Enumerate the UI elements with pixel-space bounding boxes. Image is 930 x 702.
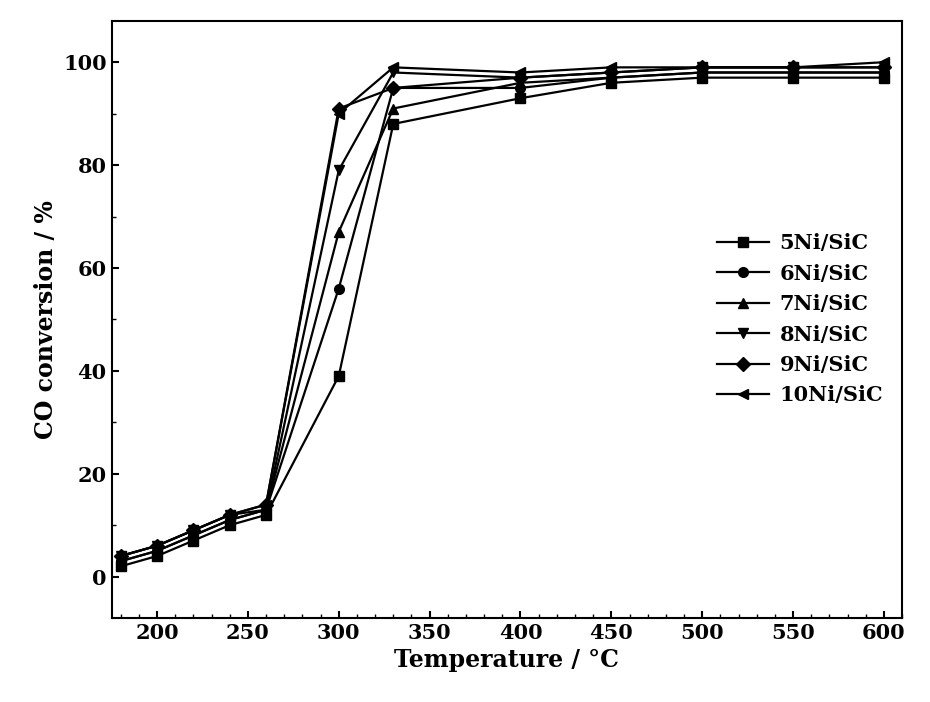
6Ni/SiC (152, 547, 163, 555)
6Ni/SiC (605, 74, 617, 82)
5Ni/SiC (697, 74, 708, 82)
5Ni/SiC (878, 74, 889, 82)
Line: 6Ni/SiC: 6Ni/SiC (116, 67, 889, 566)
7Ni/SiC (878, 68, 889, 77)
6Ni/SiC (515, 84, 526, 92)
7Ni/SiC (515, 79, 526, 87)
5Ni/SiC (388, 120, 399, 128)
6Ni/SiC (697, 68, 708, 77)
8Ni/SiC (697, 63, 708, 72)
Line: 5Ni/SiC: 5Ni/SiC (116, 73, 889, 571)
8Ni/SiC (788, 63, 799, 72)
9Ni/SiC (878, 63, 889, 72)
9Ni/SiC (515, 74, 526, 82)
8Ni/SiC (115, 552, 126, 560)
5Ni/SiC (115, 562, 126, 571)
9Ni/SiC (260, 501, 272, 509)
5Ni/SiC (788, 74, 799, 82)
5Ni/SiC (515, 94, 526, 102)
Y-axis label: CO conversion / %: CO conversion / % (33, 200, 58, 439)
Line: 7Ni/SiC: 7Ni/SiC (116, 67, 889, 566)
10Ni/SiC (605, 63, 617, 72)
Line: 9Ni/SiC: 9Ni/SiC (116, 62, 889, 561)
10Ni/SiC (515, 68, 526, 77)
5Ni/SiC (333, 372, 344, 380)
7Ni/SiC (605, 74, 617, 82)
9Ni/SiC (333, 105, 344, 113)
7Ni/SiC (224, 516, 235, 524)
6Ni/SiC (224, 516, 235, 524)
8Ni/SiC (878, 63, 889, 72)
10Ni/SiC (260, 501, 272, 509)
8Ni/SiC (188, 526, 199, 534)
8Ni/SiC (515, 74, 526, 82)
6Ni/SiC (188, 531, 199, 540)
9Ni/SiC (605, 68, 617, 77)
7Ni/SiC (697, 68, 708, 77)
10Ni/SiC (152, 541, 163, 550)
Legend: 5Ni/SiC, 6Ni/SiC, 7Ni/SiC, 8Ni/SiC, 9Ni/SiC, 10Ni/SiC: 5Ni/SiC, 6Ni/SiC, 7Ni/SiC, 8Ni/SiC, 9Ni/… (709, 225, 892, 413)
6Ni/SiC (388, 84, 399, 92)
8Ni/SiC (333, 166, 344, 175)
9Ni/SiC (224, 510, 235, 519)
7Ni/SiC (333, 227, 344, 236)
6Ni/SiC (260, 505, 272, 514)
8Ni/SiC (388, 68, 399, 77)
10Ni/SiC (788, 63, 799, 72)
8Ni/SiC (605, 68, 617, 77)
9Ni/SiC (788, 63, 799, 72)
7Ni/SiC (788, 68, 799, 77)
10Ni/SiC (388, 63, 399, 72)
10Ni/SiC (697, 63, 708, 72)
9Ni/SiC (152, 541, 163, 550)
5Ni/SiC (260, 510, 272, 519)
8Ni/SiC (260, 505, 272, 514)
10Ni/SiC (878, 58, 889, 67)
Line: 8Ni/SiC: 8Ni/SiC (116, 62, 889, 561)
8Ni/SiC (152, 541, 163, 550)
6Ni/SiC (333, 284, 344, 293)
6Ni/SiC (115, 557, 126, 565)
6Ni/SiC (788, 68, 799, 77)
5Ni/SiC (224, 521, 235, 529)
6Ni/SiC (878, 68, 889, 77)
7Ni/SiC (115, 557, 126, 565)
9Ni/SiC (697, 63, 708, 72)
8Ni/SiC (224, 510, 235, 519)
5Ni/SiC (605, 79, 617, 87)
10Ni/SiC (115, 552, 126, 560)
9Ni/SiC (188, 526, 199, 534)
X-axis label: Temperature / °C: Temperature / °C (394, 648, 619, 673)
5Ni/SiC (188, 536, 199, 545)
7Ni/SiC (388, 105, 399, 113)
7Ni/SiC (188, 531, 199, 540)
9Ni/SiC (115, 552, 126, 560)
5Ni/SiC (152, 552, 163, 560)
10Ni/SiC (188, 526, 199, 534)
9Ni/SiC (388, 84, 399, 92)
10Ni/SiC (333, 110, 344, 118)
7Ni/SiC (152, 547, 163, 555)
Line: 10Ni/SiC: 10Ni/SiC (116, 58, 889, 561)
10Ni/SiC (224, 510, 235, 519)
7Ni/SiC (260, 505, 272, 514)
